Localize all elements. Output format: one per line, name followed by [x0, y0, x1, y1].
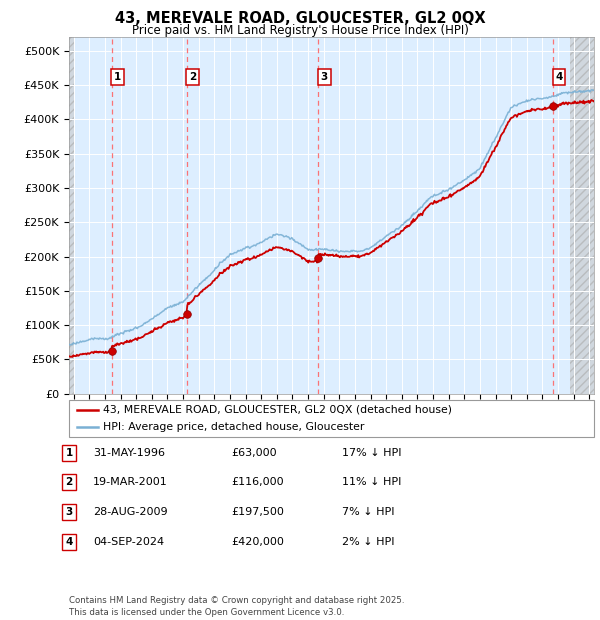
- Text: 2: 2: [65, 477, 73, 487]
- Text: 1: 1: [114, 72, 121, 82]
- Text: 4: 4: [556, 72, 563, 82]
- Text: 11% ↓ HPI: 11% ↓ HPI: [342, 477, 401, 487]
- Text: £197,500: £197,500: [231, 507, 284, 517]
- Text: Price paid vs. HM Land Registry's House Price Index (HPI): Price paid vs. HM Land Registry's House …: [131, 24, 469, 37]
- Text: 2: 2: [189, 72, 196, 82]
- Text: 7% ↓ HPI: 7% ↓ HPI: [342, 507, 395, 517]
- Text: 19-MAR-2001: 19-MAR-2001: [93, 477, 168, 487]
- FancyBboxPatch shape: [69, 400, 594, 437]
- Text: 3: 3: [65, 507, 73, 517]
- Text: Contains HM Land Registry data © Crown copyright and database right 2025.
This d: Contains HM Land Registry data © Crown c…: [69, 596, 404, 617]
- Text: £63,000: £63,000: [231, 448, 277, 458]
- Text: 43, MEREVALE ROAD, GLOUCESTER, GL2 0QX (detached house): 43, MEREVALE ROAD, GLOUCESTER, GL2 0QX (…: [103, 405, 452, 415]
- Text: £116,000: £116,000: [231, 477, 284, 487]
- Text: 3: 3: [321, 72, 328, 82]
- Text: 1: 1: [65, 448, 73, 458]
- Text: 4: 4: [65, 537, 73, 547]
- Text: 31-MAY-1996: 31-MAY-1996: [93, 448, 165, 458]
- Text: 04-SEP-2024: 04-SEP-2024: [93, 537, 164, 547]
- Text: 28-AUG-2009: 28-AUG-2009: [93, 507, 167, 517]
- Text: 2% ↓ HPI: 2% ↓ HPI: [342, 537, 395, 547]
- Text: 43, MEREVALE ROAD, GLOUCESTER, GL2 0QX: 43, MEREVALE ROAD, GLOUCESTER, GL2 0QX: [115, 11, 485, 25]
- Text: 17% ↓ HPI: 17% ↓ HPI: [342, 448, 401, 458]
- Bar: [69, 37, 74, 394]
- Text: £420,000: £420,000: [231, 537, 284, 547]
- Bar: [570, 37, 594, 394]
- Text: HPI: Average price, detached house, Gloucester: HPI: Average price, detached house, Glou…: [103, 422, 365, 432]
